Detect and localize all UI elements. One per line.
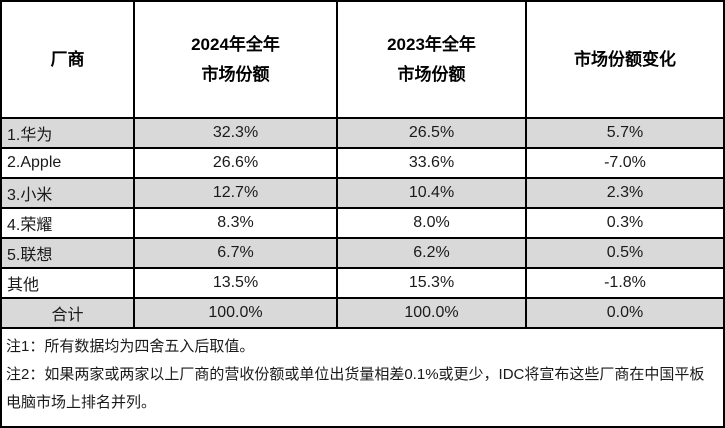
header-row: 厂商 2024年全年 市场份额 2023年全年 市场份额 市场份额变化 <box>2 2 723 119</box>
share-2024-cell: 26.6% <box>133 147 338 179</box>
header-share-2024: 2024年全年 市场份额 <box>133 2 338 119</box>
market-share-table: 厂商 2024年全年 市场份额 2023年全年 市场份额 市场份额变化 1.华为… <box>2 2 723 329</box>
change-cell: 0.3% <box>525 207 723 239</box>
table-row-lenovo: 5.联想 6.7% 6.2% 0.5% <box>2 237 723 269</box>
share-2023-cell: 100.0% <box>336 297 527 329</box>
change-cell: 0.0% <box>525 297 723 329</box>
share-2024-cell: 6.7% <box>133 237 338 269</box>
vendor-cell: 2.Apple <box>2 147 135 179</box>
footnote-2: 注2：如果两家或两家以上厂商的营收份额或单位出货量相差0.1%或更少，IDC将宣… <box>6 366 705 411</box>
change-cell: 0.5% <box>525 237 723 269</box>
share-2023-cell: 15.3% <box>336 267 527 299</box>
share-2023-cell: 26.5% <box>336 117 527 149</box>
share-2023-cell: 6.2% <box>336 237 527 269</box>
share-2024-cell: 13.5% <box>133 267 338 299</box>
footnotes: 注1：所有数据均为四舍五入后取值。 注2：如果两家或两家以上厂商的营收份额或单位… <box>2 329 723 417</box>
share-2023-cell: 33.6% <box>336 147 527 179</box>
header-share-2024-line1: 2024年全年 <box>191 34 280 54</box>
vendor-cell: 1.华为 <box>2 117 135 149</box>
header-share-change: 市场份额变化 <box>525 2 723 119</box>
change-cell: -7.0% <box>525 147 723 179</box>
table-row-xiaomi: 3.小米 12.7% 10.4% 2.3% <box>2 177 723 209</box>
vendor-cell: 5.联想 <box>2 237 135 269</box>
share-2023-cell: 10.4% <box>336 177 527 209</box>
share-2024-cell: 8.3% <box>133 207 338 239</box>
footnote-1: 注1：所有数据均为四舍五入后取值。 <box>6 338 255 355</box>
table-row-honor: 4.荣耀 8.3% 8.0% 0.3% <box>2 207 723 239</box>
vendor-cell: 3.小米 <box>2 177 135 209</box>
share-2024-cell: 32.3% <box>133 117 338 149</box>
vendor-cell: 合计 <box>2 297 135 329</box>
header-share-2023: 2023年全年 市场份额 <box>336 2 527 119</box>
table-row-others: 其他 13.5% 15.3% -1.8% <box>2 267 723 299</box>
table-row-apple: 2.Apple 26.6% 33.6% -7.0% <box>2 147 723 179</box>
vendor-cell: 4.荣耀 <box>2 207 135 239</box>
vendor-cell: 其他 <box>2 267 135 299</box>
share-2024-cell: 12.7% <box>133 177 338 209</box>
header-share-change-label: 市场份额变化 <box>574 49 676 69</box>
header-share-2023-line2: 市场份额 <box>397 64 466 84</box>
share-2024-cell: 100.0% <box>133 297 338 329</box>
change-cell: -1.8% <box>525 267 723 299</box>
header-share-2023-line1: 2023年全年 <box>387 34 476 54</box>
share-2023-cell: 8.0% <box>336 207 527 239</box>
change-cell: 2.3% <box>525 177 723 209</box>
table-row-huawei: 1.华为 32.3% 26.5% 5.7% <box>2 117 723 149</box>
header-vendor: 厂商 <box>2 2 135 119</box>
change-cell: 5.7% <box>525 117 723 149</box>
table-row-total: 合计 100.0% 100.0% 0.0% <box>2 297 723 329</box>
header-share-2024-line2: 市场份额 <box>201 64 270 84</box>
header-vendor-label: 厂商 <box>50 49 85 69</box>
